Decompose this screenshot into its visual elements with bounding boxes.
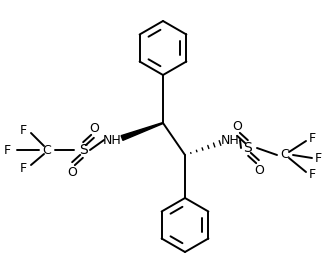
Text: F: F <box>308 169 316 181</box>
Polygon shape <box>121 122 163 140</box>
Text: O: O <box>232 120 242 132</box>
Text: C: C <box>43 143 52 157</box>
Text: F: F <box>4 143 10 157</box>
Text: O: O <box>254 163 264 177</box>
Text: S: S <box>244 141 252 155</box>
Text: C: C <box>281 148 289 162</box>
Text: F: F <box>20 124 26 136</box>
Text: F: F <box>315 151 321 165</box>
Text: F: F <box>20 162 26 174</box>
Text: S: S <box>79 143 87 157</box>
Text: O: O <box>89 121 99 135</box>
Text: NH: NH <box>221 133 239 147</box>
Text: O: O <box>67 166 77 178</box>
Text: F: F <box>308 132 316 144</box>
Text: NH: NH <box>103 133 121 147</box>
